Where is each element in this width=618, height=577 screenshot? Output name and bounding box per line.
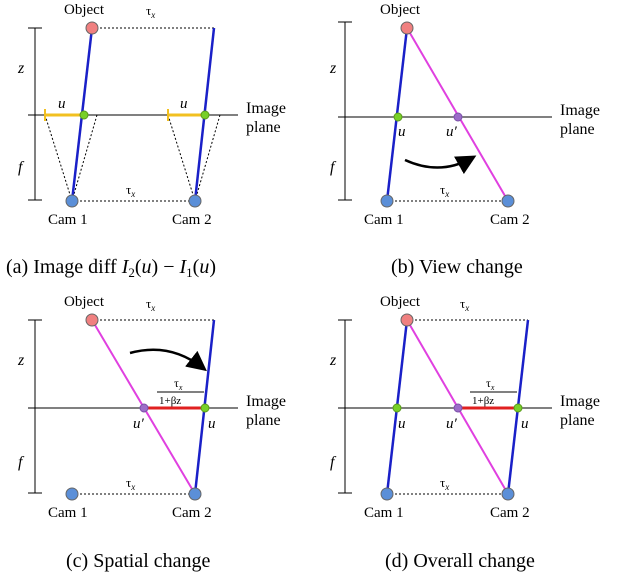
cam1-point — [65, 194, 79, 208]
panel-b: z f Image plane Object τx u u′ Cam 1 Cam… — [329, 2, 600, 278]
cam2-point — [501, 194, 515, 208]
z-label: z — [329, 60, 337, 77]
object-label: Object — [380, 2, 421, 18]
curved-arrow-icon — [129, 348, 207, 372]
caption-a: (a) Image diff I2(u) − I1(u) — [6, 256, 216, 280]
cam2-label: Cam 2 — [490, 212, 530, 228]
cam2-label: Cam 2 — [490, 505, 530, 521]
object-point — [400, 21, 414, 35]
tau-bottom-label: τx — [126, 475, 135, 492]
u-label-right: u — [180, 96, 188, 112]
u-label: u — [398, 124, 406, 140]
tau-bottom-label: τx — [440, 475, 449, 492]
cam1-label: Cam 1 — [364, 505, 404, 521]
cam1-label: Cam 1 — [48, 212, 88, 228]
tau-bottom-label: τx — [126, 182, 135, 199]
cam2-point — [501, 487, 515, 501]
image-plane-label-line1: Image — [560, 393, 600, 410]
caption-b: (b) View change — [391, 256, 523, 278]
cam1-label: Cam 1 — [48, 505, 88, 521]
z-label: z — [329, 352, 337, 369]
u-prime-label: u′ — [446, 124, 458, 140]
u-label: u — [208, 416, 216, 432]
object-label: Object — [64, 2, 105, 18]
panel-a: z f Image plane Object τx τx u u Cam 1 — [6, 2, 286, 280]
z-label: z — [17, 60, 25, 77]
u-label-left: u — [398, 416, 406, 432]
image-plane-label-line2: plane — [246, 119, 281, 136]
cam2-label: Cam 2 — [172, 505, 212, 521]
cam1-label: Cam 1 — [364, 212, 404, 228]
svg-text:1+βz: 1+βz — [159, 395, 181, 407]
object-point — [85, 313, 99, 327]
svg-text:τx: τx — [486, 376, 495, 392]
cam2-point — [188, 487, 202, 501]
svg-text:τx: τx — [174, 376, 183, 392]
image-plane-label-line2: plane — [560, 412, 595, 429]
f-label: f — [330, 454, 337, 471]
u-prime-label: u′ — [446, 416, 458, 432]
image-plane-label-line2: plane — [246, 412, 281, 429]
tau-top-label: τx — [460, 296, 469, 313]
cam1-point — [380, 487, 394, 501]
u-label-left: u — [58, 96, 66, 112]
image-plane-label-line2: plane — [560, 121, 595, 138]
panel-d: z f Image plane Object τx τx τx 1+βz u u… — [329, 294, 600, 572]
u-prime-label: u′ — [133, 416, 145, 432]
cam1-point — [65, 487, 79, 501]
u-label-right: u — [521, 416, 529, 432]
object-point — [85, 21, 99, 35]
cam1-point — [380, 194, 394, 208]
curved-arrow-icon — [404, 155, 477, 175]
fraction-label: τx 1+βz — [157, 376, 204, 407]
z-label: z — [17, 352, 25, 369]
panel-c: z f Image plane Object τx τx τx 1+βz u′ … — [17, 294, 286, 572]
caption-d: (d) Overall change — [385, 550, 535, 572]
image-plane-label-line1: Image — [246, 393, 286, 410]
image-plane-label-line1: Image — [246, 100, 286, 117]
cam2-label: Cam 2 — [172, 212, 212, 228]
fraction-label: τx 1+βz — [470, 376, 517, 407]
object-label: Object — [380, 294, 421, 310]
f-label: f — [18, 454, 25, 471]
tau-top-label: τx — [146, 3, 155, 20]
f-label: f — [18, 159, 25, 176]
object-label: Object — [64, 294, 105, 310]
svg-text:1+βz: 1+βz — [472, 395, 494, 407]
tau-top-label: τx — [146, 296, 155, 313]
image-plane-label-line1: Image — [560, 102, 600, 119]
cam2-point — [188, 194, 202, 208]
object-point — [400, 313, 414, 327]
caption-c: (c) Spatial change — [66, 550, 210, 572]
tau-bottom-label: τx — [440, 182, 449, 199]
f-label: f — [330, 159, 337, 176]
